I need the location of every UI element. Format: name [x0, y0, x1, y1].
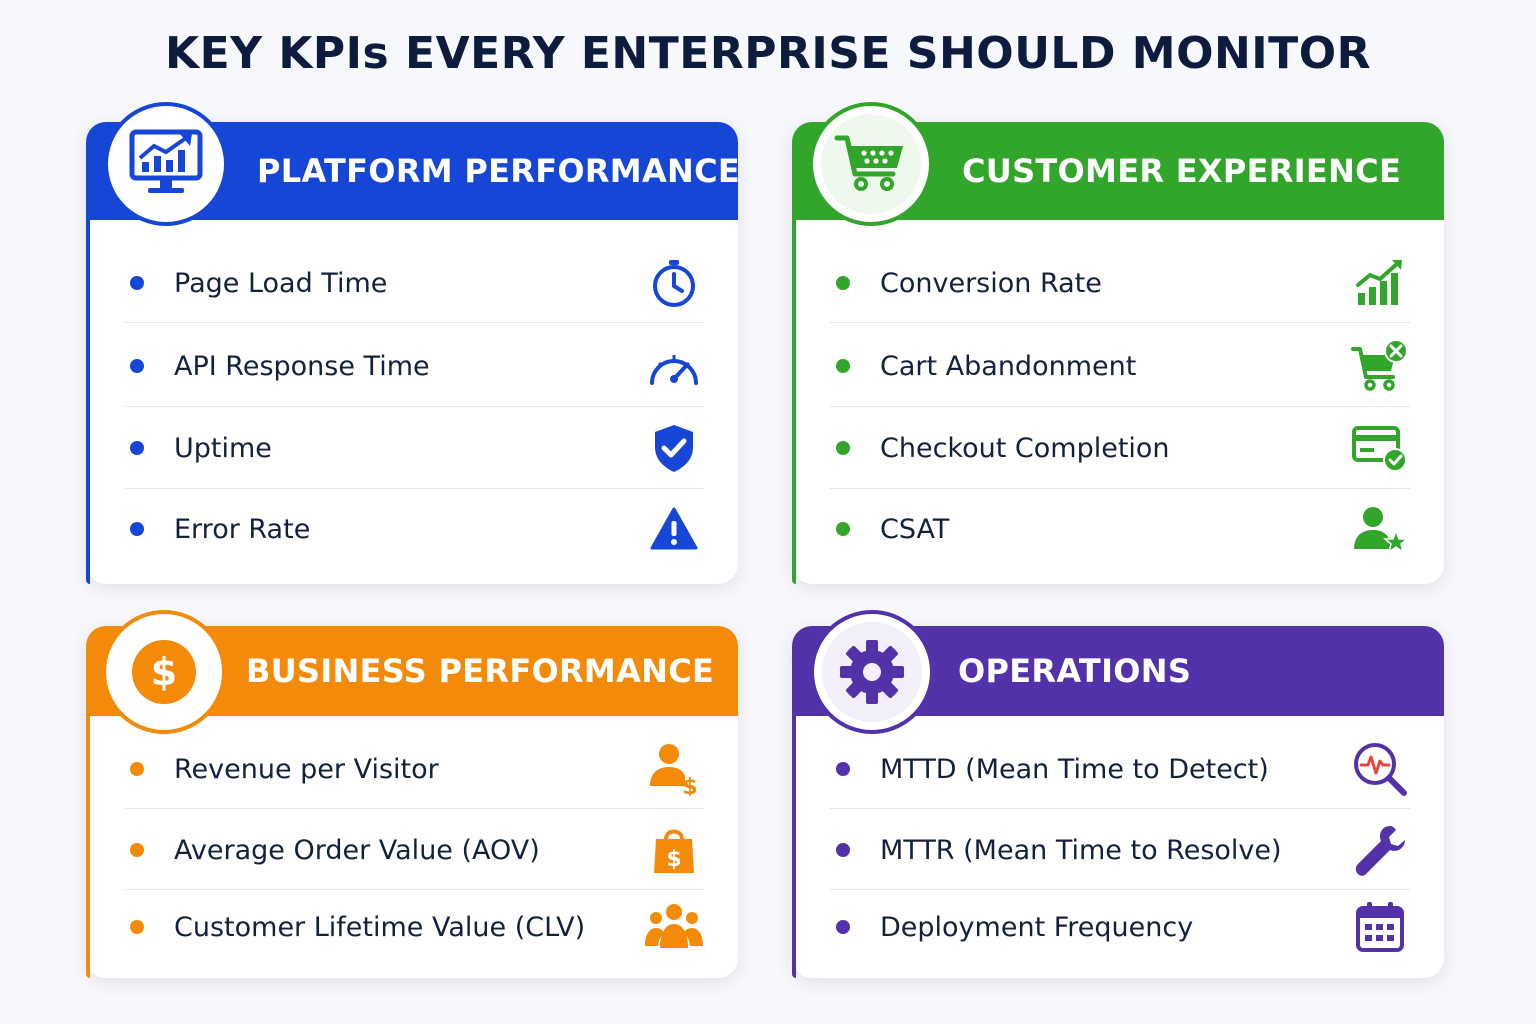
divider	[124, 808, 704, 809]
bullet-dot	[130, 276, 144, 290]
divider	[124, 406, 704, 407]
kpi-label: MTTD (Mean Time to Detect)	[880, 753, 1269, 785]
svg-text:$: $	[666, 847, 681, 872]
bullet-dot	[836, 762, 850, 776]
bullet-dot	[130, 441, 144, 455]
divider	[124, 488, 704, 489]
card-accent-edge	[792, 142, 796, 584]
kpi-label: Average Order Value (AOV)	[174, 834, 540, 866]
user-star-icon	[1350, 499, 1410, 559]
bullet-dot	[130, 762, 144, 776]
bullet-dot	[836, 843, 850, 857]
svg-text:$: $	[682, 775, 697, 796]
list-item: CSAT	[830, 499, 1410, 559]
card-check-icon	[1350, 418, 1410, 478]
bullet-dot	[130, 920, 144, 934]
stopwatch-icon	[644, 253, 704, 313]
cart-remove-icon	[1350, 336, 1410, 396]
list-item: Customer Lifetime Value (CLV)	[124, 897, 704, 957]
card-customer-experience: CUSTOMER EXPERIENCE Conversion Rate	[792, 102, 1444, 584]
kpi-label: Cart Abandonment	[880, 350, 1137, 382]
divider	[830, 889, 1410, 890]
card-title: CUSTOMER EXPERIENCE	[962, 152, 1402, 190]
list-item: Revenue per Visitor $	[124, 739, 704, 799]
list-item: Deployment Frequency	[830, 897, 1410, 957]
card-title: OPERATIONS	[958, 652, 1192, 690]
card-title: PLATFORM PERFORMANCE	[257, 152, 741, 190]
growth-chart-icon	[1350, 253, 1410, 313]
bullet-dot	[836, 276, 850, 290]
magnifier-pulse-icon	[1350, 739, 1410, 799]
divider	[830, 488, 1410, 489]
list-item: Checkout Completion	[830, 418, 1410, 478]
divider	[830, 322, 1410, 323]
shopping-cart-icon	[809, 102, 933, 226]
user-dollar-icon: $	[644, 739, 704, 799]
card-accent-edge	[86, 142, 90, 584]
kpi-label: MTTR (Mean Time to Resolve)	[880, 834, 1282, 866]
list-item: Page Load Time	[124, 253, 704, 313]
gear-icon	[810, 610, 934, 734]
list-item: API Response Time	[124, 336, 704, 396]
kpi-label: CSAT	[880, 513, 950, 545]
page-title: KEY KPIs EVERY ENTERPRISE SHOULD MONITOR	[165, 28, 1371, 79]
bullet-dot	[130, 522, 144, 536]
shield-check-icon	[644, 418, 704, 478]
divider	[124, 322, 704, 323]
kpi-label: Conversion Rate	[880, 267, 1102, 299]
kpi-label: Checkout Completion	[880, 432, 1170, 464]
monitor-chart-icon	[104, 102, 228, 226]
list-item: Uptime	[124, 418, 704, 478]
wrench-icon	[1350, 820, 1410, 880]
svg-text:$: $	[151, 650, 177, 694]
bullet-dot	[130, 843, 144, 857]
card-operations: OPERATIONS MTTD (Mean Time t	[792, 610, 1444, 978]
speedometer-icon	[644, 336, 704, 396]
bullet-dot	[836, 920, 850, 934]
bullet-dot	[836, 359, 850, 373]
customer-group-icon	[644, 897, 704, 957]
card-accent-edge	[86, 646, 90, 978]
list-item: MTTR (Mean Time to Resolve)	[830, 820, 1410, 880]
shopping-bag-dollar-icon: $	[644, 820, 704, 880]
kpi-label: Revenue per Visitor	[174, 753, 439, 785]
list-item: Conversion Rate	[830, 253, 1410, 313]
list-item: MTTD (Mean Time to Detect)	[830, 739, 1410, 799]
kpi-label: API Response Time	[174, 350, 430, 382]
bullet-dot	[836, 441, 850, 455]
list-item: Average Order Value (AOV) $	[124, 820, 704, 880]
kpi-label: Deployment Frequency	[880, 911, 1194, 943]
card-accent-edge	[792, 646, 796, 978]
card-title: BUSINESS PERFORMANCE	[246, 652, 715, 690]
dollar-coin-icon: $	[102, 610, 226, 734]
calendar-icon	[1350, 897, 1410, 957]
divider	[830, 808, 1410, 809]
card-platform-performance: PLATFORM PERFORMANCE Page Load Time	[86, 102, 741, 584]
kpi-label: Uptime	[174, 432, 272, 464]
kpi-label: Page Load Time	[174, 267, 388, 299]
bullet-dot	[836, 522, 850, 536]
kpi-label: Error Rate	[174, 513, 311, 545]
list-item: Cart Abandonment	[830, 336, 1410, 396]
divider	[124, 889, 704, 890]
card-business-performance: BUSINESS PERFORMANCE $ Revenue per Visit…	[86, 610, 738, 978]
warning-icon	[644, 499, 704, 559]
list-item: Error Rate	[124, 499, 704, 559]
bullet-dot	[130, 359, 144, 373]
kpi-label: Customer Lifetime Value (CLV)	[174, 911, 586, 943]
divider	[830, 406, 1410, 407]
